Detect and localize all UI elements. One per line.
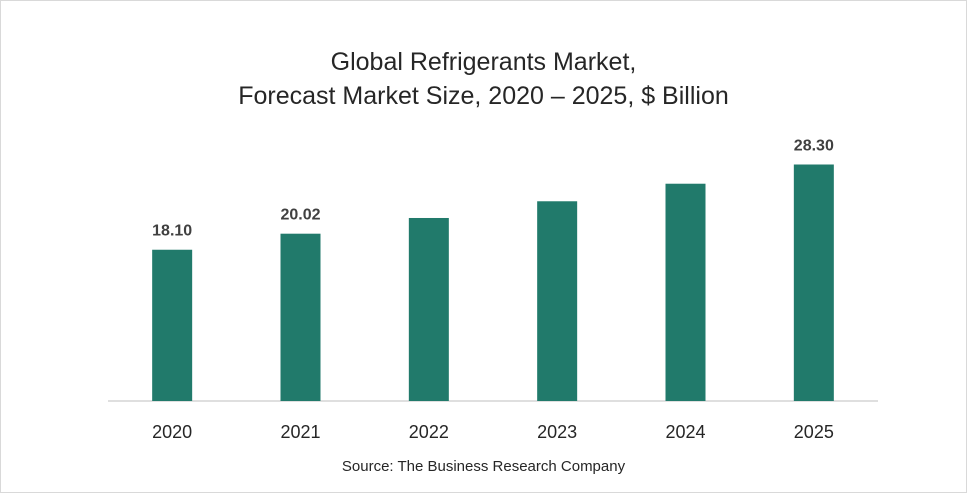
bar-value-label-2021: 20.02 xyxy=(280,207,320,224)
bar-value-label-2020: 18.10 xyxy=(152,223,192,240)
chart-title: Global Refrigerants Market, Forecast Mar… xyxy=(1,45,966,113)
bar-2022 xyxy=(408,217,449,401)
x-tick-label-2024: 2024 xyxy=(665,422,705,442)
bar-2023 xyxy=(537,201,578,401)
x-tick-label-2020: 2020 xyxy=(152,422,192,442)
x-tick-label-2022: 2022 xyxy=(409,422,449,442)
chart-title-line-1: Global Refrigerants Market, xyxy=(330,48,637,76)
bar-2025 xyxy=(793,164,834,401)
bar-value-label-2025: 28.30 xyxy=(794,138,834,155)
x-tick-label-2021: 2021 xyxy=(280,422,320,442)
x-tick-label-2025: 2025 xyxy=(794,422,834,442)
chart-source: Source: The Business Research Company xyxy=(341,458,626,475)
x-tick-label-2023: 2023 xyxy=(537,422,577,442)
bar-2024 xyxy=(665,183,706,401)
bar-2021 xyxy=(280,233,321,401)
bar-2020 xyxy=(152,249,193,401)
chart-title-line-2: Forecast Market Size, 2020 – 2025, $ Bil… xyxy=(238,82,729,110)
